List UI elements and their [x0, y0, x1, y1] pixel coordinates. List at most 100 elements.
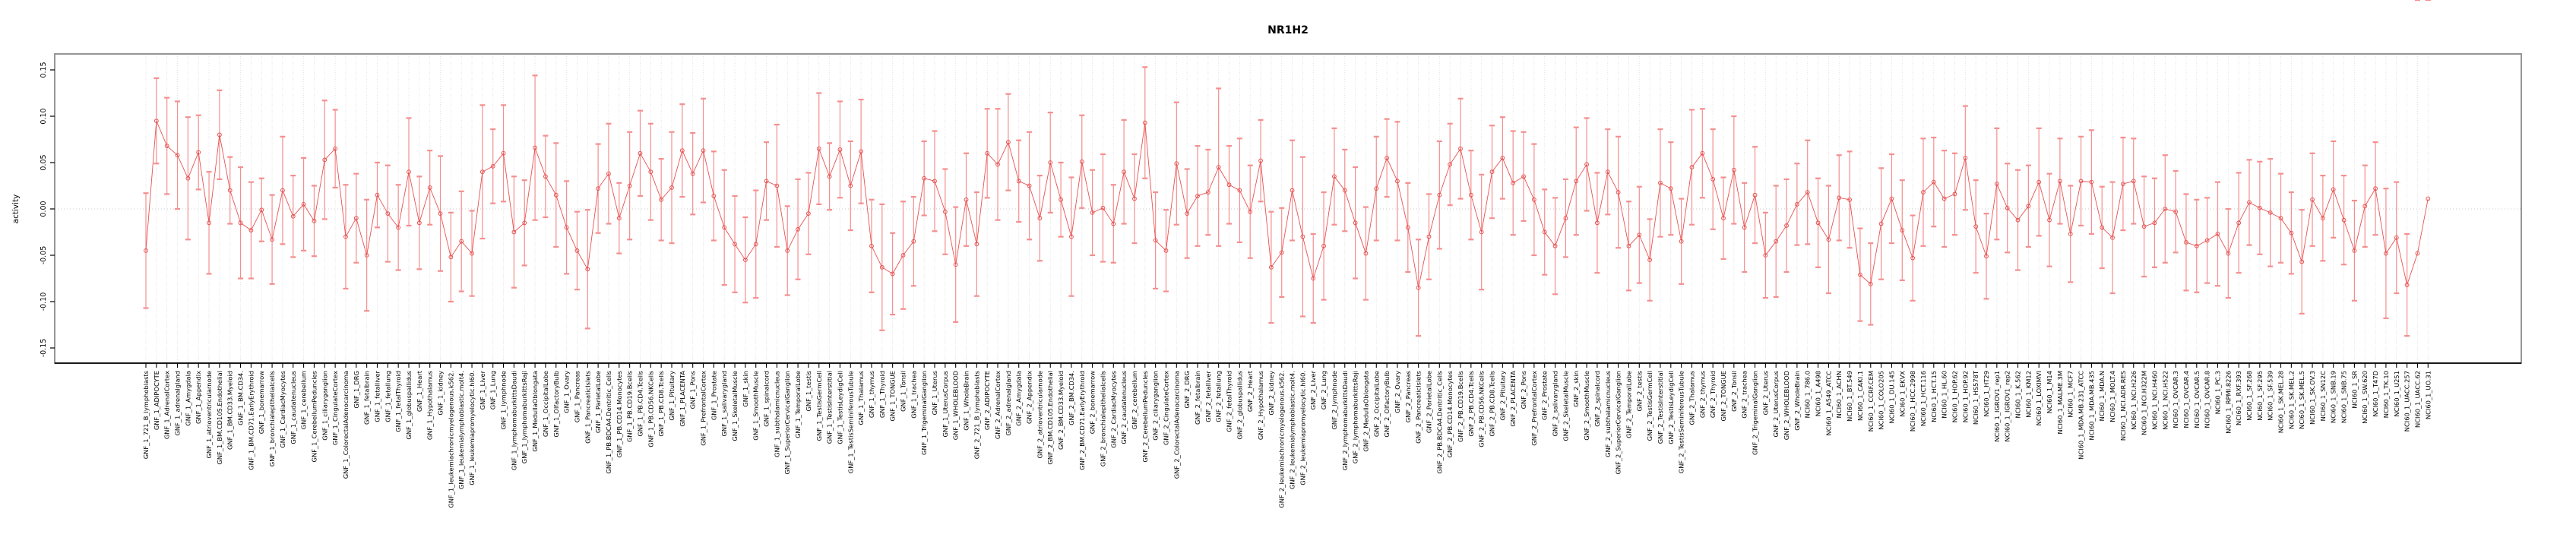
- x-tick-label: GNF_2_fetalbrain: [1194, 371, 1201, 425]
- x-tick-label: GNF_2_bonemarrow: [1089, 371, 1097, 434]
- x-tick-label: GNF_2_UterusCorpus: [1772, 371, 1780, 438]
- data-point-marker: [2057, 179, 2062, 184]
- x-tick-label: NCI60_1_HOP.92: [1961, 371, 1969, 422]
- x-tick-label: GNF_1_adrenalgland: [174, 371, 182, 436]
- series-line: [145, 120, 2429, 288]
- x-tick-label: GNF_2_Hypothalamus: [1257, 371, 1264, 440]
- data-point-marker: [396, 225, 401, 230]
- x-tick-label: NCI60_1_OVCAR.4: [2182, 371, 2190, 428]
- data-point-marker: [196, 150, 201, 155]
- data-point-marker: [606, 171, 611, 176]
- x-tick-label: GNF_1_Amygdala: [184, 371, 191, 426]
- x-tick-label: GNF_2_Ovary: [1394, 371, 1401, 413]
- data-point-marker: [1595, 220, 1600, 226]
- x-tick-label: GNF_2_TestisSeminiferousTubule: [1678, 371, 1685, 473]
- x-tick-label: GNF_1_TemporalLobe: [794, 371, 802, 438]
- data-point-marker: [1963, 156, 1968, 160]
- data-point-marker: [1005, 140, 1011, 145]
- data-point-marker: [1479, 229, 1484, 235]
- x-tick-label: GNF_2_SuperiorCervicalGanglion: [1615, 371, 1622, 475]
- x-tick-label: GNF_1_PrefrontalCortex: [700, 371, 707, 446]
- data-point-marker: [2152, 220, 2157, 226]
- data-point-marker: [2267, 210, 2273, 215]
- data-point-marker: [616, 216, 622, 221]
- data-point-marker: [227, 188, 233, 193]
- plot-border: [54, 53, 2522, 364]
- x-tick-label: GNF_1_OlfactoryBulb: [552, 371, 560, 438]
- x-tick-label: GNF_1_Prostate: [710, 371, 717, 420]
- x-tick-label: GNF_1_lymphomaburkittsRaji: [521, 371, 528, 463]
- data-point-marker: [2194, 243, 2199, 248]
- x-tick-label: GNF_1_BM.CD34.: [237, 371, 245, 425]
- x-tick-label: NCI60_1_T47D: [2372, 371, 2379, 417]
- data-point-marker: [1837, 195, 1842, 201]
- x-tick-label: GNF_2_SmoothMuscle: [1583, 371, 1590, 441]
- data-point-marker: [648, 169, 653, 175]
- x-tick-label: GNF_2_Appendix: [1026, 371, 1033, 424]
- data-point-marker: [1994, 182, 1999, 186]
- data-point-marker: [722, 225, 727, 230]
- x-tick-label: NCI60_1_SF.295: [2256, 371, 2264, 421]
- x-tick-label: NCI60_1_786.0: [1804, 371, 1812, 418]
- x-tick-label: GNF_1_Pituitary: [668, 371, 676, 421]
- data-point-marker: [2026, 204, 2031, 209]
- x-tick-label: GNF_2_atrioventricularnode: [1036, 371, 1043, 459]
- x-tick-label: NCI60_1_UACC.257: [2404, 371, 2411, 432]
- data-point-marker: [2036, 179, 2042, 185]
- x-tick-label: GNF_2_subthalamicnucleus: [1604, 371, 1612, 457]
- data-point-marker: [753, 242, 758, 247]
- data-point-marker: [364, 253, 369, 258]
- data-point-marker: [2415, 251, 2420, 256]
- x-tick-label: GNF_1_testis: [805, 371, 812, 412]
- data-point-marker: [922, 175, 927, 181]
- x-tick-label: NCI60_1_NCI.H322M: [2141, 371, 2148, 435]
- x-tick-label: GNF_2_lymphomaburkittsRaji: [1352, 371, 1359, 463]
- x-tick-label: GNF_2_ciliaryganglion: [1152, 371, 1160, 441]
- x-tick-label: NCI60_1_SR: [2350, 371, 2358, 409]
- data-point-marker: [2257, 205, 2262, 210]
- x-tick-label: GNF_1_Tonsil: [899, 371, 907, 412]
- x-tick-label: GNF_2_MedullaOblongata: [1362, 371, 1369, 452]
- x-tick-label: GNF_1_MedullaOblongata: [531, 371, 539, 452]
- x-tick-label: GNF_1_Thalamus: [857, 371, 865, 425]
- x-tick-label: GNF_1_spinalcord: [763, 371, 771, 427]
- x-tick-label: GNF_2_globuspallidus: [1236, 371, 1243, 440]
- data-point-marker: [438, 211, 443, 217]
- y-tick-label: 0.00: [40, 201, 48, 217]
- data-point-marker: [2173, 209, 2179, 214]
- x-tick-label: NCI60_1_SF.268: [2245, 371, 2253, 421]
- data-point-marker: [238, 220, 243, 226]
- x-tick-label: GNF_2_CingulateCortex: [1162, 371, 1169, 445]
- x-tick-label: GNF_2_thymus: [1698, 371, 1706, 418]
- data-point-marker: [1374, 186, 1379, 191]
- x-tick-label: GNF_1_BM.CD71.EarlyErythroid: [247, 371, 255, 470]
- data-point-marker: [1941, 196, 1947, 201]
- data-point-marker: [1710, 177, 1716, 182]
- data-point-marker: [1878, 221, 1884, 226]
- x-tick-label: GNF_2_OccipitalLobe: [1372, 371, 1380, 437]
- data-point-marker: [1048, 160, 1053, 165]
- data-point-marker: [1279, 250, 1284, 255]
- x-tick-label: GNF_1_WHOLEBLOOD: [952, 371, 960, 440]
- x-tick-label: GNF_2_PB.CD14.Monocytes: [1446, 371, 1454, 457]
- x-tick-label: NCI60_1_MDA.MB.435: [2087, 371, 2095, 440]
- data-point-marker: [312, 218, 317, 223]
- data-point-marker: [1248, 209, 1253, 214]
- x-tick-label: GNF_2_caudatenucleus: [1120, 371, 1128, 444]
- x-tick-label: NCI60_1_SNB.75: [2340, 371, 2348, 423]
- data-point-marker: [1668, 186, 1673, 191]
- y-tick-label: 0.15: [40, 62, 48, 77]
- data-point-marker: [2226, 251, 2231, 256]
- x-tick-label: GNF_1_Pons: [689, 371, 697, 409]
- x-tick-label: GNF_2_leukemialymphoblastic.molt4.: [1289, 371, 1296, 489]
- data-point-marker: [164, 144, 169, 148]
- data-point-marker: [207, 220, 211, 226]
- data-point-marker: [1815, 220, 1821, 226]
- x-tick-label: GNF_1_cerebellum: [300, 371, 308, 429]
- data-point-marker: [2121, 182, 2125, 186]
- data-point-marker: [1037, 216, 1043, 221]
- data-point-marker: [1626, 243, 1631, 248]
- x-tick-label: GNF_1_DRG: [353, 371, 360, 409]
- x-tick-label: NCI60_1_MDA.N: [2098, 371, 2106, 421]
- x-tick-label: NCI60_1_HS578T: [1972, 370, 1979, 425]
